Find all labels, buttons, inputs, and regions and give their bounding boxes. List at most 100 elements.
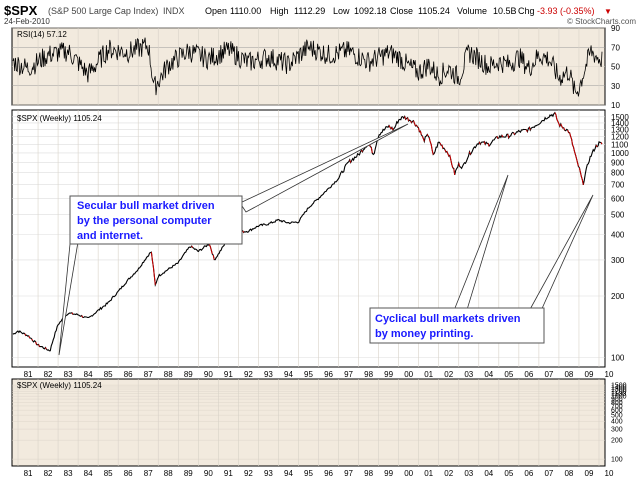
x-tick-label: 84 <box>84 370 93 379</box>
price-down-segment <box>31 338 34 341</box>
x-tick-label: 86 <box>124 469 133 478</box>
price-tick-label: 1100 <box>611 140 629 149</box>
price-down-segment <box>444 149 447 153</box>
x-tick-label: 85 <box>104 469 113 478</box>
low-label: Low <box>333 6 350 16</box>
price-down-segment <box>410 120 412 123</box>
price-down-segment <box>575 158 578 163</box>
price-down-segment <box>571 138 574 145</box>
close-label: Close <box>390 6 413 16</box>
lower-x-axis: 81 82 83 84 85 86 87 88 89 90 91 92 93 94 95 96 97 98 99 00… <box>24 469 614 478</box>
price-down-segment <box>450 159 453 165</box>
price-down-segment <box>209 246 212 251</box>
x-tick-label: 89 <box>184 370 193 379</box>
rsi-tick-label: 30 <box>611 82 620 91</box>
price-tick-label: 300 <box>611 256 625 265</box>
price-tick-label: 700 <box>611 181 625 190</box>
price-down-segment <box>447 153 450 157</box>
price-down-segment <box>578 167 581 173</box>
price-down-segment <box>71 312 74 315</box>
price-tick-label: 200 <box>611 292 625 301</box>
lower-tick-label: 800 <box>611 400 623 407</box>
price-down-segment <box>35 341 38 345</box>
price-down-segment <box>572 144 574 148</box>
x-tick-label: 04 <box>484 469 493 478</box>
lower-tick-label: 1100 <box>611 391 626 398</box>
x-tick-label: 05 <box>504 370 513 379</box>
cyclical-callout-box <box>369 307 545 344</box>
x-tick-label: 01 <box>424 370 433 379</box>
volume-value: 10.5B <box>493 6 517 16</box>
lower-tick-label: 1300 <box>611 387 627 394</box>
price-down-segment <box>407 117 410 122</box>
x-tick-label: 10 <box>605 469 614 478</box>
price-down-segment <box>28 335 31 339</box>
open-label: Open <box>205 6 227 16</box>
x-tick-label: 06 <box>524 370 533 379</box>
lower-panel <box>11 378 606 467</box>
index-name: (S&P 500 Large Cap Index) <box>48 6 158 16</box>
price-down-segment <box>478 141 481 145</box>
price-down-segment <box>555 114 558 120</box>
low-value: 1092.18 <box>354 6 387 16</box>
price-down-segment <box>561 125 564 129</box>
price-down-segment <box>422 138 425 142</box>
price-tick-label: 400 <box>611 230 625 239</box>
price-panel-label: $SPX (Weekly) 1105.24 <box>17 114 102 123</box>
price-down-segment <box>570 136 573 140</box>
x-tick-label: 90 <box>204 370 213 379</box>
price-down-segment <box>446 151 449 154</box>
price-down-segment <box>24 333 27 336</box>
lower-tick-label: 300 <box>611 427 623 434</box>
high-value: 1112.29 <box>294 6 325 16</box>
watermark: © StockCharts.com <box>567 17 636 26</box>
x-tick-label: 93 <box>264 469 273 478</box>
x-tick-label: 84 <box>84 469 93 478</box>
chg-down-arrow-icon: ▼ <box>604 7 612 16</box>
x-tick-label: 81 <box>24 469 33 478</box>
x-tick-label: 98 <box>364 469 373 478</box>
x-tick-label: 97 <box>344 370 353 379</box>
lower-tick-label: 900 <box>611 397 623 404</box>
price-down-segment <box>81 315 84 318</box>
x-tick-label: 93 <box>264 370 273 379</box>
x-tick-label: 96 <box>324 370 333 379</box>
x-tick-label: 82 <box>44 469 53 478</box>
x-tick-label: 00 <box>404 370 413 379</box>
price-down-segment <box>560 123 563 127</box>
price-down-segment <box>453 168 456 175</box>
price-down-segment <box>554 112 557 115</box>
lower-tick-label: 1200 <box>611 389 627 396</box>
x-tick-label: 91 <box>224 469 233 478</box>
price-down-segment <box>416 125 418 128</box>
price-down-segment <box>449 155 452 160</box>
close-value: 1105.24 <box>418 6 450 16</box>
chg-value: -3.93 (-0.35%) <box>537 6 595 16</box>
price-down-segment <box>430 144 433 151</box>
price-down-segment <box>150 252 153 261</box>
lower-tick-label: 1000 <box>611 394 627 401</box>
rsi-label: RSI(14) 57.12 <box>17 30 67 39</box>
price-down-segment <box>421 136 424 139</box>
lower-tick-label: 600 <box>611 408 623 415</box>
rsi-tick-label: 10 <box>611 101 620 110</box>
secular-callout-pointer-1 <box>239 123 409 213</box>
x-tick-label: 03 <box>464 370 473 379</box>
rsi-tick-label: 50 <box>611 63 620 72</box>
price-down-segment <box>242 230 245 233</box>
x-tick-label: 92 <box>244 469 253 478</box>
price-down-segment <box>44 347 47 350</box>
secular-callout-line-2: by the personal computer <box>77 215 212 227</box>
lower-panel-grid <box>12 379 605 466</box>
price-down-segment <box>557 121 560 124</box>
price-down-segment <box>574 151 576 155</box>
open-value: 1110.00 <box>230 6 261 16</box>
x-tick-label: 01 <box>424 469 433 478</box>
x-tick-label: 82 <box>44 370 53 379</box>
secular-callout-line-3: and internet. <box>77 230 143 242</box>
rsi-tick-label: 90 <box>611 24 620 33</box>
secular-callout-box <box>69 195 243 245</box>
price-tick-label: 1500 <box>611 113 629 122</box>
price-down-segment <box>469 151 471 155</box>
